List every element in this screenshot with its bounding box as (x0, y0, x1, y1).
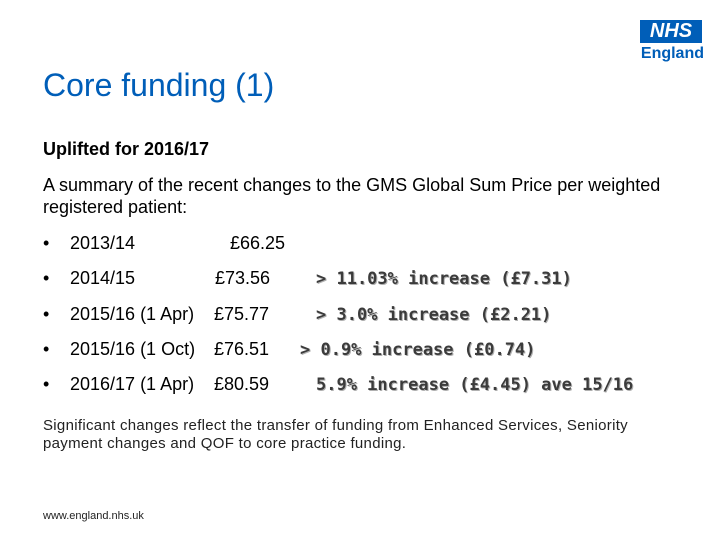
bullet-change: > 0.9% increase (£0.74) (300, 340, 536, 360)
bullet-marker: • (43, 339, 50, 359)
subtitle: Uplifted for 2016/17 (43, 139, 210, 159)
bullet-marker: • (43, 268, 50, 288)
bullet-marker: • (43, 374, 50, 394)
bullet-marker: • (43, 233, 50, 253)
bullet-price: £66.25 (230, 233, 286, 253)
bullet-change: > 11.03% increase (£7.31) (316, 269, 572, 289)
bullet-price: £73.56 (215, 268, 271, 288)
bullet-change: > 3.0% increase (£2.21) (316, 305, 552, 325)
footer-url[interactable]: www.england.nhs.uk (43, 510, 144, 522)
bullet-price: £76.51 (214, 339, 270, 359)
bullet-marker: • (43, 304, 50, 324)
nhs-england-logo: NHS England (634, 20, 704, 63)
bullet-period: 2016/17 (1 Apr) (70, 374, 195, 394)
bullet-period: 2014/15 (70, 268, 136, 288)
bullet-price: £80.59 (214, 374, 270, 394)
intro-text: A summary of the recent changes to the G… (43, 175, 661, 217)
nhs-logo-box: NHS (640, 20, 702, 43)
bullet-change: 5.9% increase (£4.45) ave 15/16 (316, 375, 634, 395)
bullet-period: 2015/16 (1 Apr) (70, 304, 195, 324)
bullet-price: £75.77 (214, 304, 270, 324)
footnote: Significant changes reflect the transfer… (43, 417, 628, 452)
bullet-period: 2013/14 (70, 233, 136, 253)
nhs-logo-wordmark: England (640, 45, 704, 62)
bullet-period: 2015/16 (1 Oct) (70, 339, 196, 359)
page-title: Core funding (1) (43, 67, 275, 103)
